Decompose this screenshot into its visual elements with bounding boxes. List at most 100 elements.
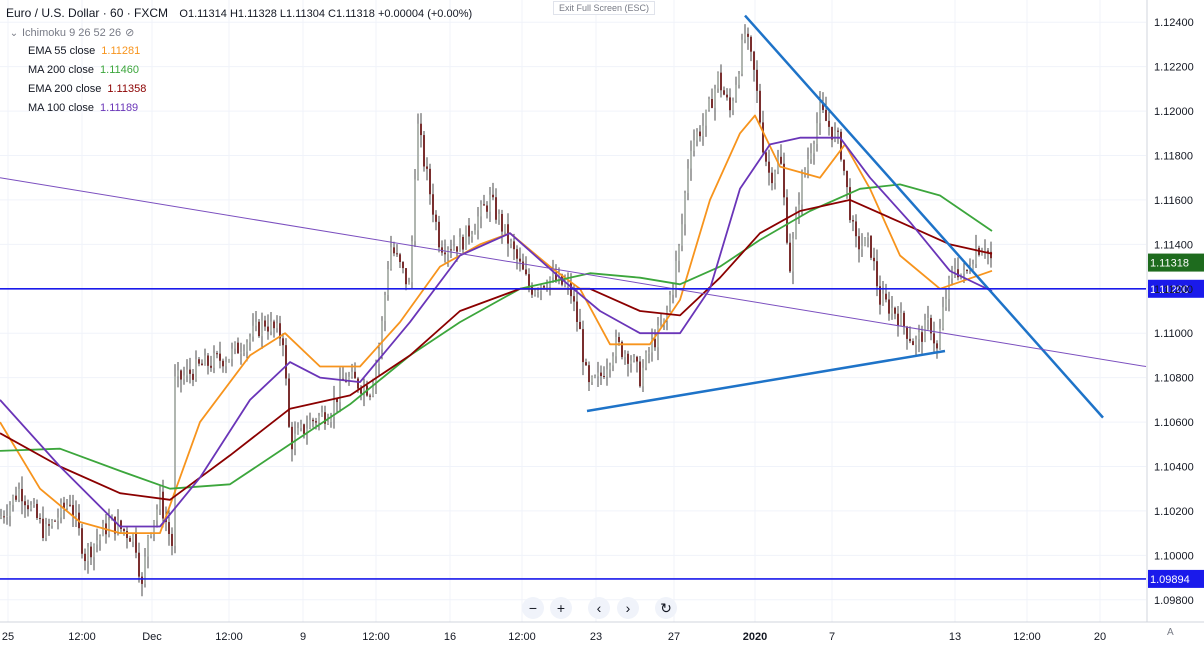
candle-body bbox=[945, 298, 947, 308]
chart-grid bbox=[0, 0, 1146, 622]
candle-body bbox=[417, 123, 419, 180]
indicator-ichimoku[interactable]: ⌄ Ichimoku 9 26 52 26 ⊘ bbox=[8, 26, 135, 39]
candle-body bbox=[102, 523, 104, 536]
candle-body bbox=[288, 378, 290, 427]
candle-body bbox=[990, 251, 992, 259]
candle-body bbox=[423, 135, 425, 167]
candle-body bbox=[624, 353, 626, 358]
candle-body bbox=[87, 546, 89, 562]
candle-body bbox=[81, 528, 83, 554]
candle-body bbox=[621, 342, 623, 358]
candle-body bbox=[966, 270, 968, 272]
candle-body bbox=[582, 329, 584, 363]
zoom-in-button[interactable]: + bbox=[550, 597, 572, 619]
candle-body bbox=[636, 356, 638, 362]
symbol-title[interactable]: Euro / U.S. Dollar · 60 · FXCM bbox=[6, 6, 169, 20]
indicator-ema200[interactable]: EMA 200 close 1.11358 bbox=[28, 83, 146, 95]
candle-body bbox=[300, 424, 302, 429]
candle-body bbox=[888, 299, 890, 314]
candle-body bbox=[981, 251, 983, 255]
candle-body bbox=[66, 504, 68, 508]
y-tick-label: 1.11200 bbox=[1154, 284, 1193, 296]
candle-body bbox=[357, 378, 359, 389]
zoom-out-button[interactable]: − bbox=[522, 597, 544, 619]
candle-body bbox=[393, 247, 395, 254]
reset-chart-button[interactable]: ↻ bbox=[655, 597, 677, 619]
candle-body bbox=[801, 174, 803, 205]
candle-body bbox=[798, 204, 800, 213]
candle-body bbox=[915, 339, 917, 346]
indicator-ma200[interactable]: MA 200 close 1.11460 bbox=[28, 64, 139, 76]
candle-body bbox=[696, 131, 698, 141]
candle-body bbox=[261, 320, 263, 337]
candle-body bbox=[741, 39, 743, 74]
candle-body bbox=[837, 130, 839, 132]
candle-body bbox=[645, 352, 647, 368]
candle-body bbox=[60, 502, 62, 518]
candle-body bbox=[543, 285, 545, 288]
candle-body bbox=[180, 370, 182, 380]
chevron-down-icon[interactable]: ⌄ bbox=[9, 28, 19, 39]
candle-body bbox=[198, 359, 200, 364]
trendline-2 bbox=[0, 177, 1147, 368]
candle-body bbox=[27, 505, 29, 510]
candle-body bbox=[411, 241, 413, 283]
candle-body bbox=[45, 524, 47, 538]
candle-body bbox=[375, 363, 377, 384]
candle-body bbox=[756, 69, 758, 91]
scroll-forward-button[interactable]: › bbox=[617, 597, 639, 619]
candle-body bbox=[873, 257, 875, 262]
candle-body bbox=[660, 325, 662, 327]
candle-body bbox=[378, 349, 380, 364]
x-tick-label: 13 bbox=[949, 631, 961, 643]
candle-body bbox=[222, 360, 224, 367]
candle-body bbox=[195, 359, 197, 380]
candle-body bbox=[840, 131, 842, 160]
candle-body bbox=[306, 428, 308, 434]
candle-body bbox=[129, 538, 131, 542]
hline-price-tag bbox=[1148, 569, 1204, 588]
candle-body bbox=[831, 126, 833, 140]
candle-body bbox=[768, 161, 770, 173]
candle-body bbox=[42, 518, 44, 538]
candle-body bbox=[174, 376, 176, 546]
indicator-ma100-label: MA 100 close bbox=[28, 102, 95, 114]
candle-body bbox=[189, 369, 191, 374]
candle-body bbox=[702, 125, 704, 137]
candle-body bbox=[33, 503, 35, 505]
y-tick-label: 1.12200 bbox=[1154, 62, 1194, 74]
candle-body bbox=[324, 412, 326, 424]
candle-body bbox=[318, 415, 320, 423]
candle-body bbox=[516, 249, 518, 259]
candle-body bbox=[495, 197, 497, 220]
candle-body bbox=[615, 337, 617, 357]
candle-body bbox=[360, 388, 362, 394]
candle-body bbox=[483, 204, 485, 206]
candle-body bbox=[567, 281, 569, 284]
last-price-label: 1.11318 bbox=[1150, 258, 1189, 270]
candle-body bbox=[372, 383, 374, 396]
candle-body bbox=[789, 242, 791, 272]
exit-full-screen-button[interactable]: Exit Full Screen (ESC) bbox=[553, 1, 656, 15]
scroll-back-button[interactable]: ‹ bbox=[588, 597, 610, 619]
indicator-ema55[interactable]: EMA 55 close 1.11281 bbox=[28, 45, 140, 57]
candle-body bbox=[864, 237, 866, 246]
eye-hidden-icon[interactable]: ⊘ bbox=[125, 27, 135, 39]
candle-body bbox=[585, 362, 587, 366]
candle-body bbox=[84, 553, 86, 562]
candle-body bbox=[48, 524, 50, 526]
candle-body bbox=[879, 286, 881, 305]
y-tick-label: 1.10600 bbox=[1154, 417, 1194, 429]
candle-body bbox=[759, 90, 761, 123]
candle-body bbox=[252, 325, 254, 337]
candle-body bbox=[171, 533, 173, 546]
candle-body bbox=[291, 426, 293, 450]
candle-body bbox=[693, 140, 695, 151]
indicator-ma100[interactable]: MA 100 close 1.11189 bbox=[28, 102, 138, 114]
auto-scale-button[interactable]: A bbox=[1167, 627, 1174, 638]
candle-body bbox=[957, 269, 959, 278]
y-tick-label: 1.12400 bbox=[1154, 17, 1194, 29]
candle-body bbox=[144, 556, 146, 584]
candle-body bbox=[723, 90, 725, 95]
